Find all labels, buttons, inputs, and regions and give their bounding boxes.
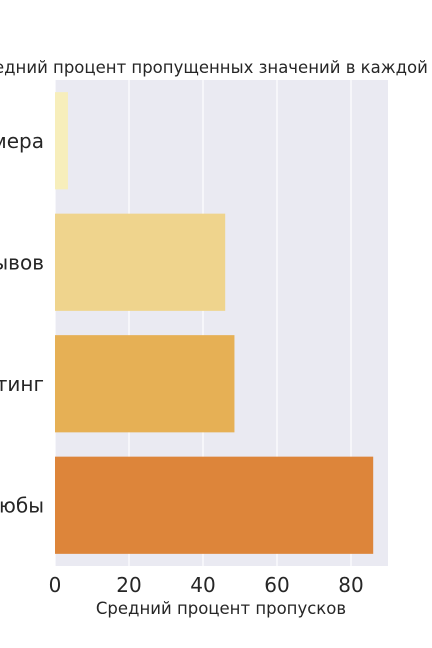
category-label: ывов	[0, 250, 44, 274]
category-label: мера	[0, 129, 44, 153]
x-axis-label: Средний процент пропусков	[96, 599, 346, 618]
chart-title: едний процент пропущенных значений в каж…	[0, 58, 432, 77]
bar	[55, 456, 374, 554]
bar	[55, 92, 68, 190]
x-tick-label: 60	[264, 573, 289, 597]
x-tick-label: 20	[116, 573, 141, 597]
x-tick-label: 40	[190, 573, 215, 597]
bar	[55, 335, 235, 433]
category-label: юбы	[0, 493, 44, 517]
bar	[55, 213, 226, 311]
x-tick-label: 0	[49, 573, 62, 597]
x-tick-labels: 0 20 40 60 80	[49, 573, 364, 597]
category-label: тинг	[0, 372, 44, 396]
x-tick-label: 80	[338, 573, 363, 597]
category-labels: мера ывов тинг юбы	[0, 129, 44, 518]
bars	[55, 92, 374, 554]
